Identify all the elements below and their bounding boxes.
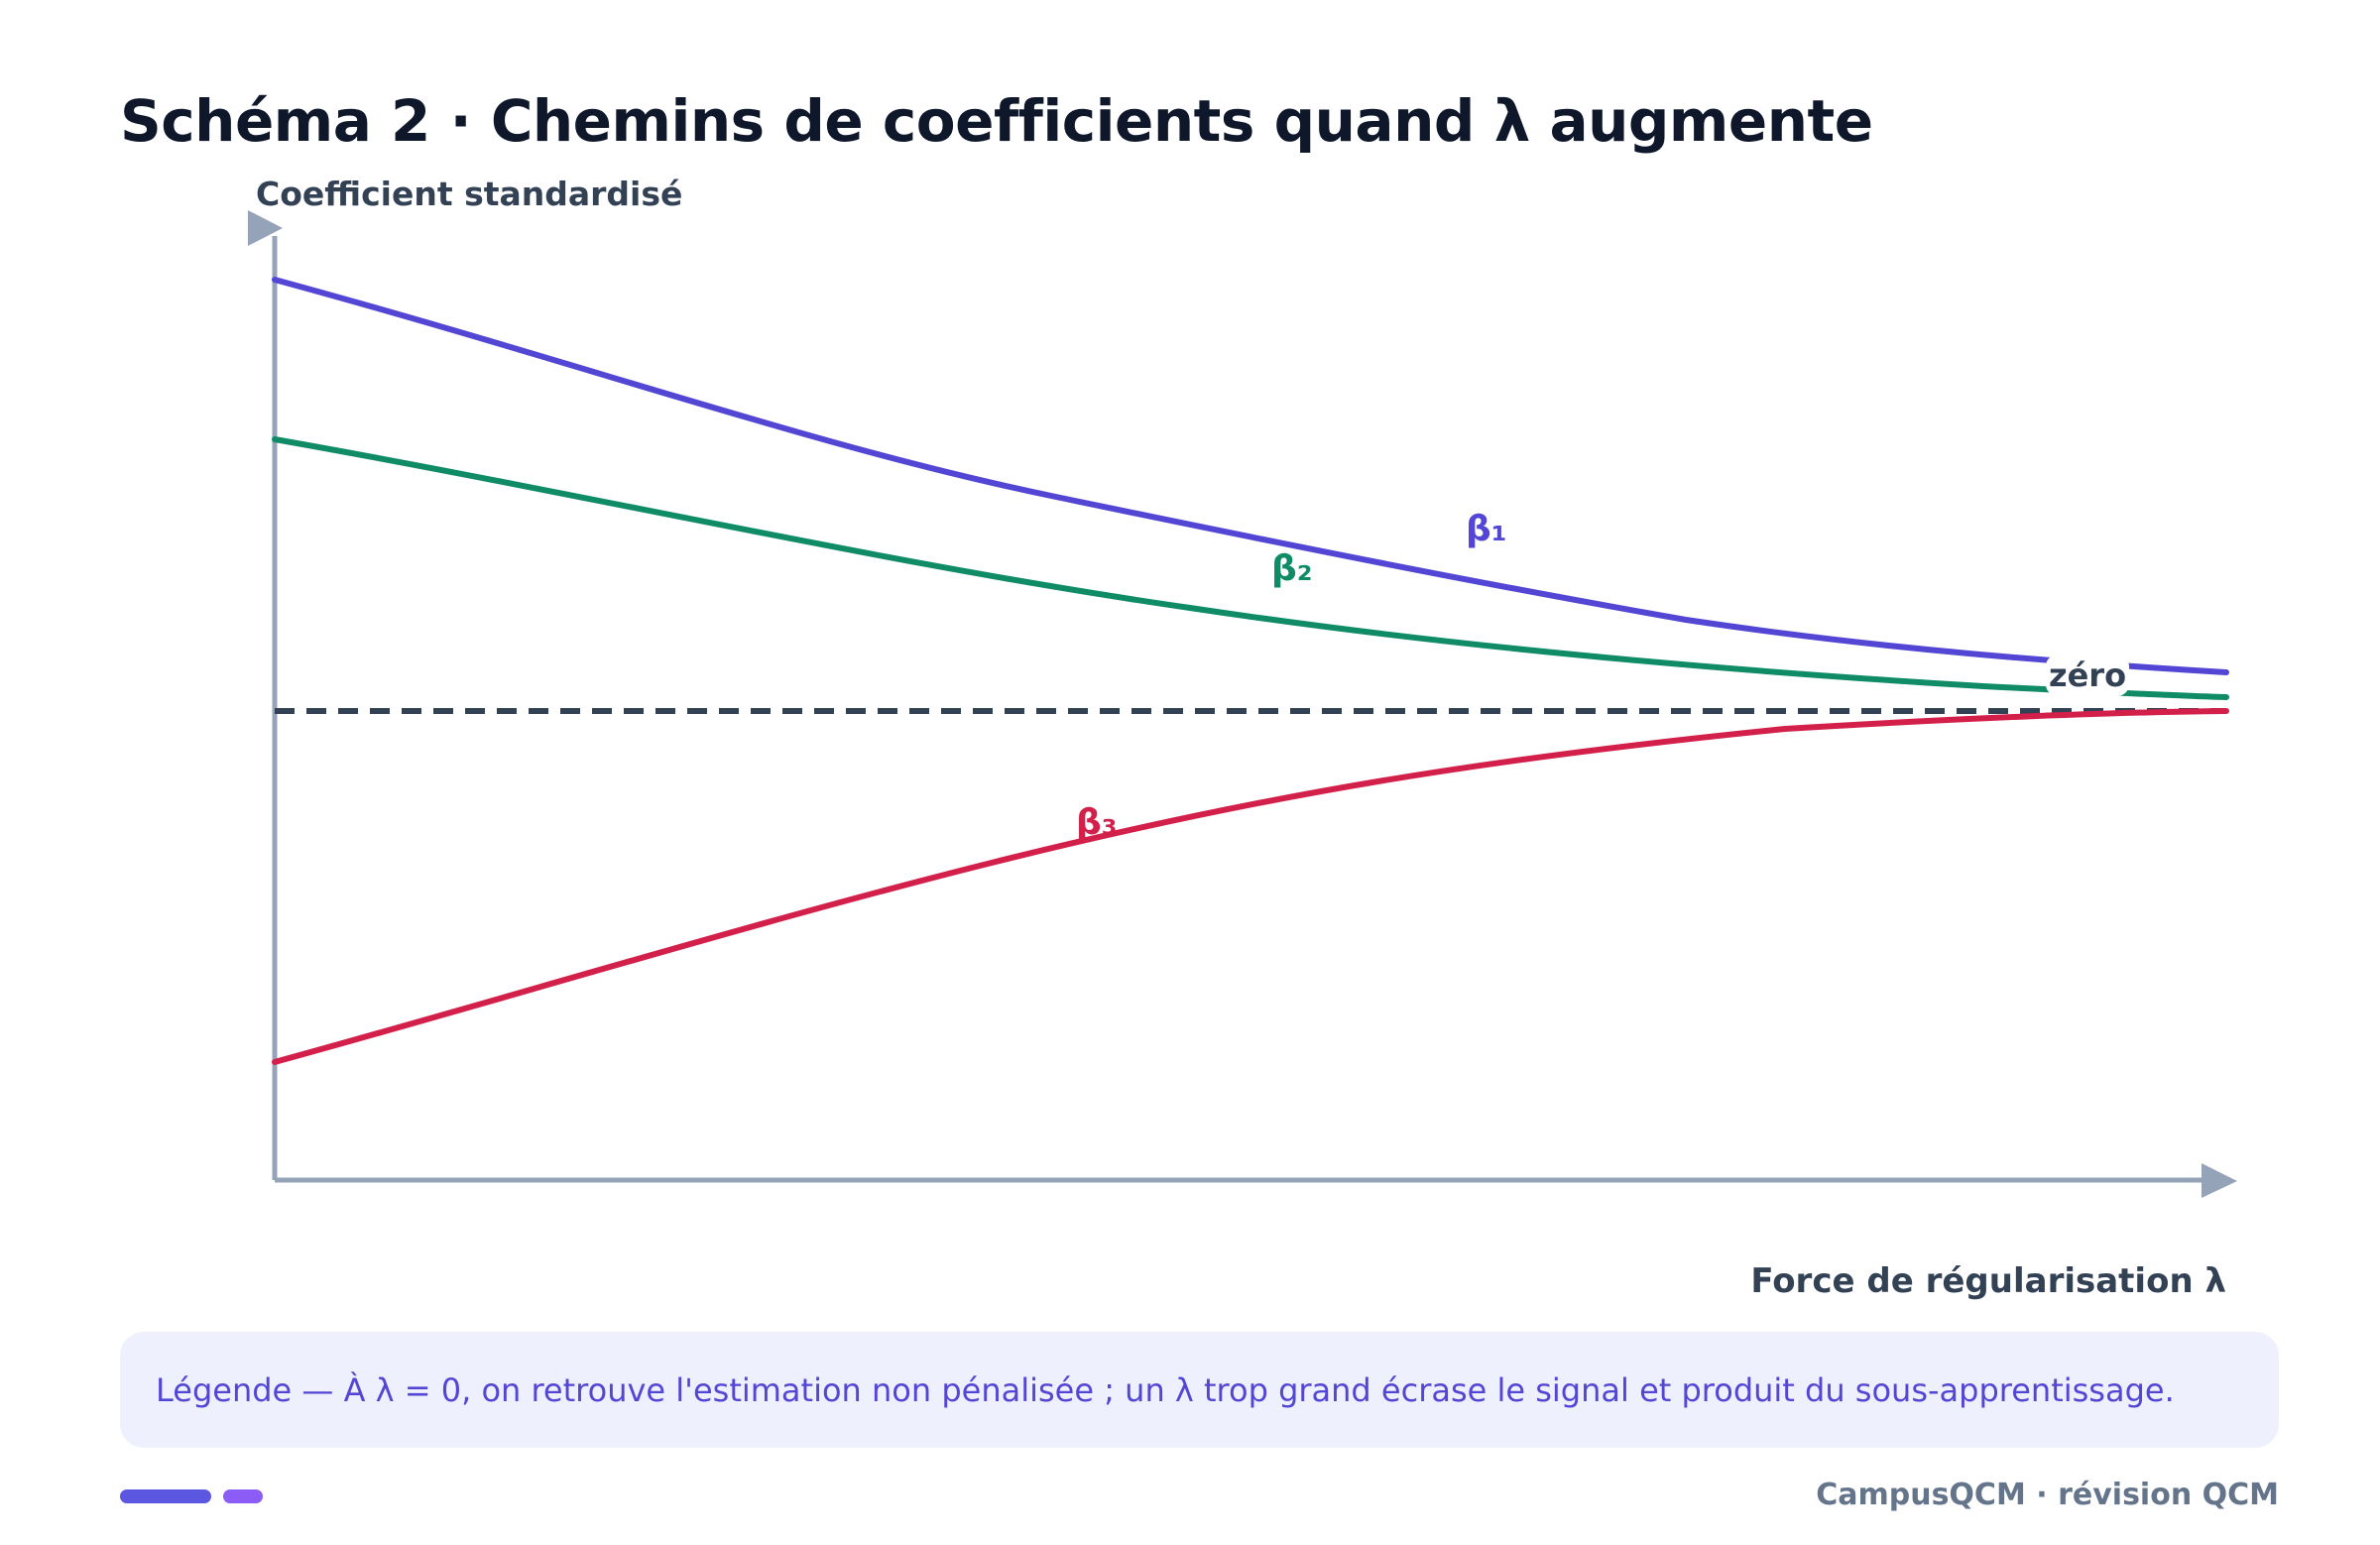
zero-label: zéro xyxy=(2049,656,2126,694)
x-axis-arrow xyxy=(2202,1163,2237,1198)
footer-accent-bar-secondary xyxy=(223,1489,263,1503)
legend-text: Légende — À λ = 0, on retrouve l'estimat… xyxy=(156,1370,2175,1409)
zero-label-bg xyxy=(2046,654,2129,696)
y-axis-arrow xyxy=(248,210,283,246)
footer-accent-bar-primary xyxy=(120,1489,211,1503)
footer-brand: CampusQCM · révision QCM xyxy=(1816,1478,2279,1512)
beta1-path xyxy=(272,277,2229,675)
beta3-path xyxy=(272,708,2229,1065)
legend-box: Légende — À λ = 0, on retrouve l'estimat… xyxy=(120,1332,2279,1448)
page-title: Schéma 2 · Chemins de coefficients quand… xyxy=(120,87,1873,155)
x-axis-label: Force de régularisation λ xyxy=(1750,1261,2226,1301)
beta2-label: β₂ xyxy=(1271,548,1313,589)
beta1-label: β₁ xyxy=(1466,509,1507,549)
beta2-path xyxy=(272,436,2229,700)
beta3-label: β₃ xyxy=(1076,802,1118,843)
y-axis-label: Coefficient standardisé xyxy=(256,175,682,213)
